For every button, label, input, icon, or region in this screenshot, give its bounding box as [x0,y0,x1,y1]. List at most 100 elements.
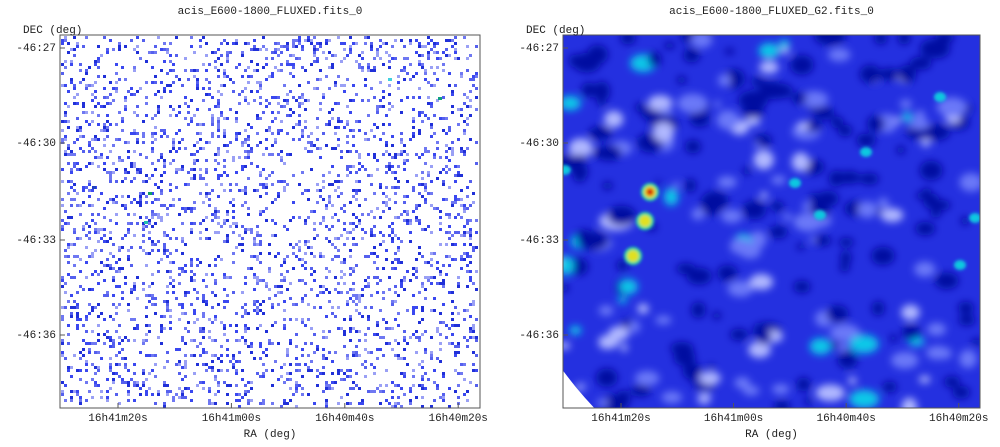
x-axis-label: RA (deg) [244,429,297,441]
pixel [469,90,472,93]
pixel [454,180,457,183]
pixel [331,66,334,69]
pixel [277,129,280,132]
blob [877,197,889,209]
pixel [256,231,259,234]
pixel [370,294,373,297]
pixel [379,390,382,393]
pixel [367,285,370,288]
pixel [313,36,316,39]
pixel [76,318,79,321]
pixel [334,84,337,87]
pixel [112,201,115,204]
pixel [430,48,433,51]
pixel [469,279,472,282]
pixel [238,393,241,396]
pixel [91,189,94,192]
pixel [70,243,73,246]
pixel [445,54,448,57]
pixel [76,306,79,309]
pixel [442,264,445,267]
pixel [94,135,97,138]
panel-title: acis_E600-1800_FLUXED.fits_0 [178,6,363,18]
pixel [85,330,88,333]
pixel [67,243,70,246]
pixel [85,87,88,90]
pixel [94,249,97,252]
pixel [370,306,373,309]
pixel [325,336,328,339]
pixel [220,321,223,324]
pixel [76,237,79,240]
pixel [409,231,412,234]
pixel [103,144,106,147]
pixel [184,69,187,72]
pixel [130,291,133,294]
pixel [376,348,379,351]
pixel [103,333,106,336]
pixel [217,231,220,234]
pixel [94,384,97,387]
pixel [280,159,283,162]
pixel [127,399,130,402]
pixel [145,156,148,159]
pixel [67,162,70,165]
pixel [166,249,169,252]
pixel [181,390,184,393]
pixel [166,300,169,303]
pixel [307,36,310,39]
blob [738,90,768,110]
pixel [163,246,166,249]
pixel [88,180,91,183]
pixel [421,45,424,48]
pixel [436,66,439,69]
pixel [127,339,130,342]
pixel [367,66,370,69]
pixel [166,48,169,51]
pixel [79,369,82,372]
pixel [73,96,76,99]
pixel [433,42,436,45]
pixel [322,216,325,219]
pixel [277,111,280,114]
pixel [196,69,199,72]
pixel [109,267,112,270]
pixel [133,132,136,135]
pixel [241,51,244,54]
pixel [88,255,91,258]
pixel [223,132,226,135]
pixel [394,153,397,156]
pixel [97,240,100,243]
pixel [451,204,454,207]
pixel [247,399,250,402]
pixel [184,270,187,273]
pixel [457,231,460,234]
blob [889,334,897,343]
pixel [424,372,427,375]
pixel [61,168,64,171]
pixel [304,252,307,255]
pixel [220,111,223,114]
pixel [109,315,112,318]
pixel [307,135,310,138]
pixel [472,303,475,306]
pixel [64,84,67,87]
pixel [262,312,265,315]
pixel [118,246,121,249]
pixel [235,339,238,342]
pixel [421,309,424,312]
pixel [154,114,157,117]
pixel [265,138,268,141]
pixel [355,264,358,267]
pixel [343,57,346,60]
pixel [457,165,460,168]
pixel [385,186,388,189]
pixel [121,159,124,162]
pixel [280,150,283,153]
pixel [208,192,211,195]
pixel [280,156,283,159]
pixel [94,231,97,234]
pixel [346,123,349,126]
pixel [286,351,289,354]
pixel [211,123,214,126]
